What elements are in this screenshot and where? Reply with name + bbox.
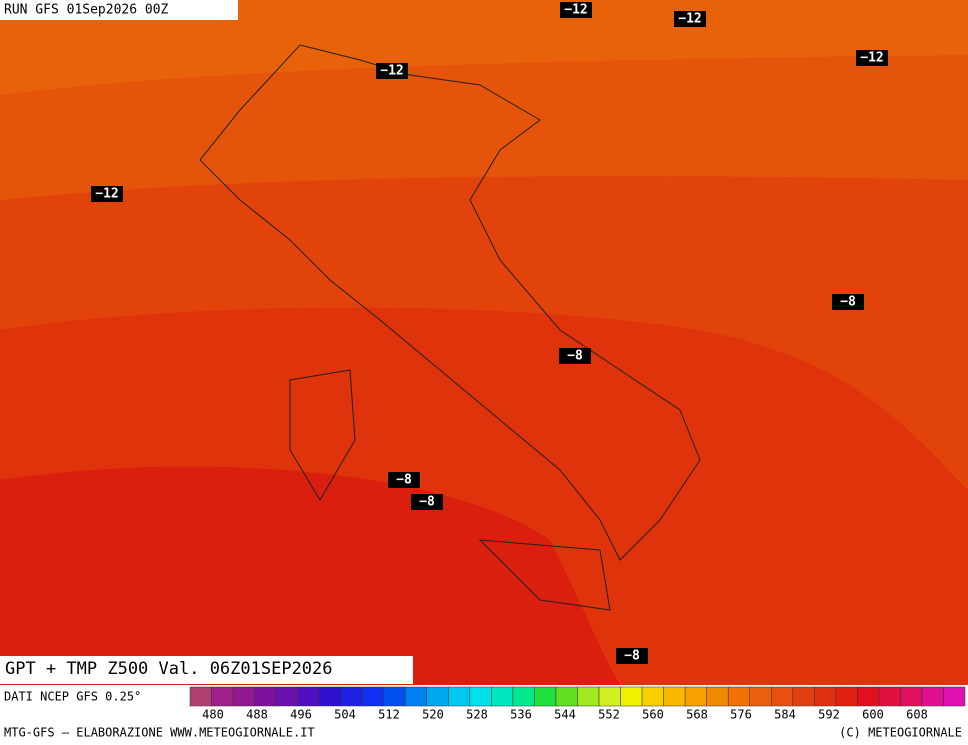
coastline xyxy=(199,44,701,611)
color-swatch xyxy=(577,686,600,707)
header-bg xyxy=(0,0,238,20)
colorbar-label: 576 xyxy=(730,708,752,722)
color-swatch xyxy=(534,686,557,707)
color-swatch xyxy=(921,686,944,707)
contour-labels: −12 −12 −12 −12 −12 −8 −8 −8 −8 −8 xyxy=(91,2,888,664)
color-swatch xyxy=(448,686,471,707)
contour-label: −8 xyxy=(396,473,412,488)
color-swatch xyxy=(361,686,385,707)
color-swatch xyxy=(598,686,621,707)
contour-label: −8 xyxy=(567,349,583,364)
contour-label-bg xyxy=(560,2,592,18)
contour-label-bg xyxy=(376,63,408,79)
colorbar-label: 592 xyxy=(818,708,840,722)
contour-label-bg xyxy=(616,648,648,664)
color-swatch xyxy=(771,686,794,707)
color-swatch xyxy=(706,686,729,707)
contour-label-bg xyxy=(832,294,864,310)
copyright: (C) METEOGIORNALE xyxy=(839,726,962,740)
color-swatch xyxy=(189,686,212,707)
color-swatch xyxy=(340,686,363,707)
color-swatch xyxy=(254,686,277,707)
contour-label-bg xyxy=(388,472,420,488)
colorbar-label: 504 xyxy=(334,708,356,722)
colorbar-label: 560 xyxy=(642,708,664,722)
title-bg xyxy=(0,656,413,684)
colorbar-label: 544 xyxy=(554,708,576,722)
color-swatch xyxy=(878,686,901,707)
colorbar-label: 600 xyxy=(862,708,884,722)
colorbar-label: 568 xyxy=(686,708,708,722)
color-swatch xyxy=(814,686,837,707)
color-swatch xyxy=(727,686,750,707)
contour-label-bg xyxy=(411,494,443,510)
contour-label: −12 xyxy=(95,187,118,202)
contour-label: −8 xyxy=(419,495,435,510)
color-swatch xyxy=(663,686,686,707)
header-box: RUN GFS 01Sep2026 00Z xyxy=(0,0,238,20)
color-swatch xyxy=(211,686,234,707)
contour-label: −12 xyxy=(860,51,883,66)
color-swatch xyxy=(835,686,858,707)
colorbar-label: 552 xyxy=(598,708,620,722)
contour-label-bg xyxy=(674,11,706,27)
colorbar-label: 520 xyxy=(422,708,444,722)
contour-label: −8 xyxy=(840,295,856,310)
color-swatch xyxy=(512,686,535,707)
run-label: RUN GFS 01Sep2026 00Z xyxy=(4,3,169,18)
source: DATI NCEP GFS 0.25° xyxy=(4,690,141,704)
color-swatch xyxy=(749,686,772,707)
map-title: GPT + TMP Z500 Val. 06Z01SEP2026 xyxy=(5,659,333,679)
color-swatch xyxy=(383,686,406,707)
color-swatch xyxy=(900,686,923,707)
color-swatch xyxy=(405,686,428,707)
color-swatch xyxy=(469,686,492,707)
colorbar-label: 488 xyxy=(246,708,268,722)
color-swatch xyxy=(426,686,449,707)
contour-label: −8 xyxy=(624,649,640,664)
temperature-field xyxy=(0,0,968,685)
contour-label: −12 xyxy=(678,12,701,27)
colorbar-label: 608 xyxy=(906,708,928,722)
color-swatch xyxy=(943,686,966,707)
color-swatch xyxy=(297,686,320,707)
color-swatch xyxy=(318,686,341,707)
color-swatch xyxy=(232,686,255,707)
color-swatch xyxy=(275,686,298,707)
colorbar-label: 528 xyxy=(466,708,488,722)
color-swatch xyxy=(620,686,643,707)
color-swatch xyxy=(857,686,880,707)
contour-label: −12 xyxy=(564,3,587,18)
colorbar-label: 496 xyxy=(290,708,312,722)
contour-label: −12 xyxy=(380,64,403,79)
color-swatch xyxy=(684,686,707,707)
color-swatch xyxy=(555,686,578,707)
contour-label-bg xyxy=(856,50,888,66)
colorbar-label: 512 xyxy=(378,708,400,722)
contour-label-bg xyxy=(559,348,591,364)
color-swatch xyxy=(792,686,815,707)
band xyxy=(0,466,620,685)
colorbar-label: 480 xyxy=(202,708,224,722)
credit: MTG-GFS — ELABORAZIONE WWW.METEOGIORNALE… xyxy=(4,726,315,740)
contour-label-bg xyxy=(91,186,123,202)
colorbar-label: 584 xyxy=(774,708,796,722)
color-swatch xyxy=(641,686,664,707)
colorbar: 480 488 496 504 512 520 528 536 544 552 560 568 576 5… xyxy=(189,686,966,722)
color-swatch xyxy=(491,686,514,707)
colorbar-label: 536 xyxy=(510,708,532,722)
